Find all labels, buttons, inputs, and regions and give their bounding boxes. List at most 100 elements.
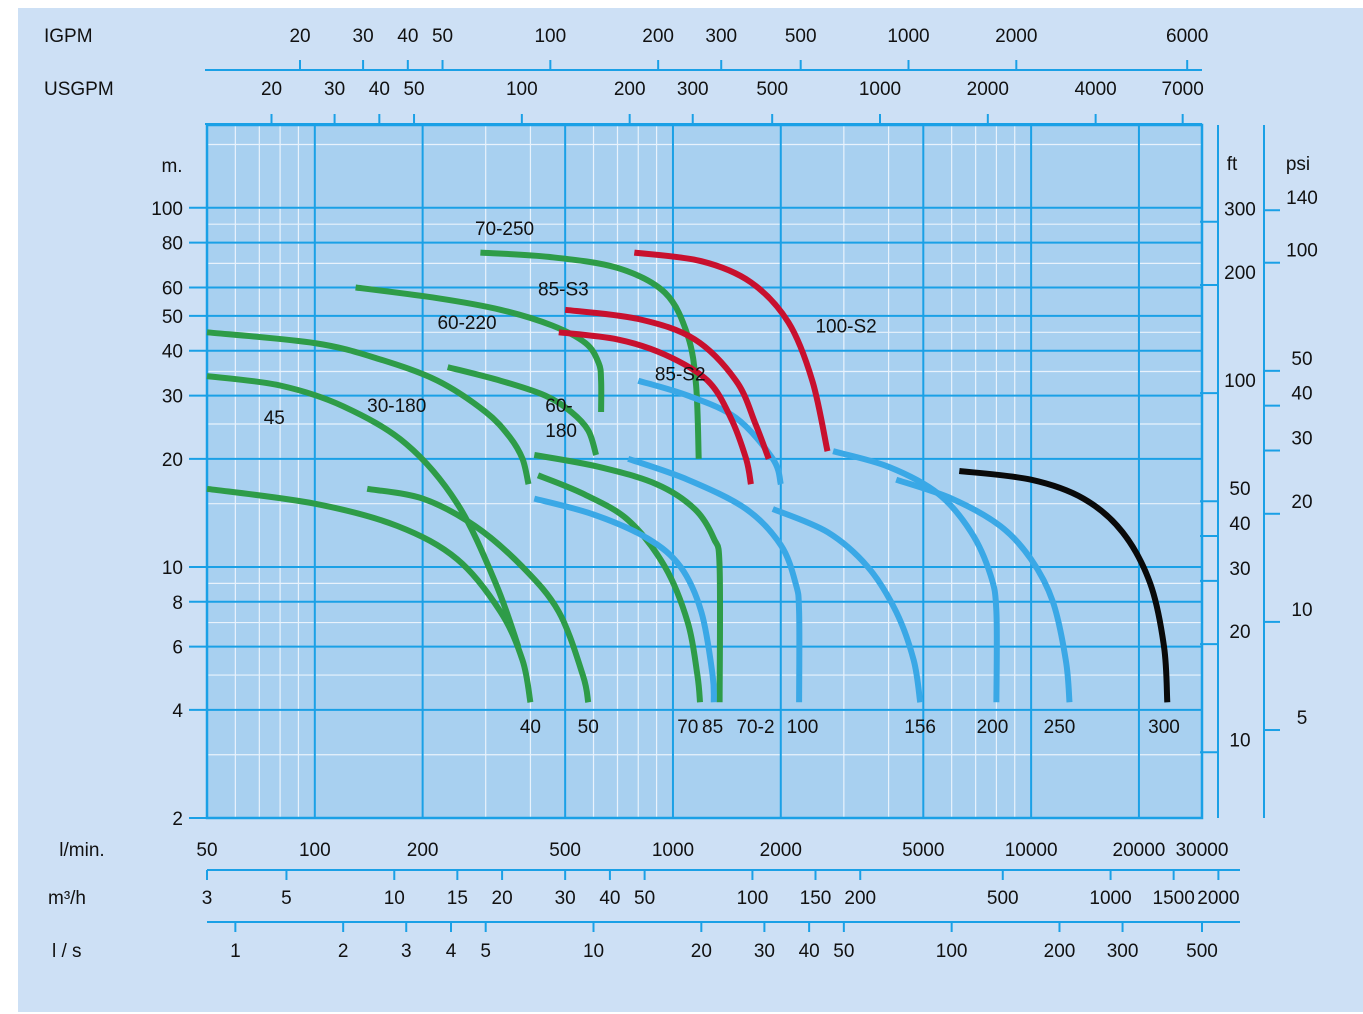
curve-85	[533, 495, 717, 703]
curve-60-220	[206, 329, 532, 485]
igpm-tick-label: 50	[432, 26, 453, 47]
curve-label: 85-S2	[655, 365, 706, 386]
igpm-tick-label: 1000	[887, 26, 929, 47]
y-tick-label: 10	[162, 558, 183, 579]
curve-label: 100-S2	[815, 316, 876, 337]
ls-tick-label: 50	[833, 941, 854, 962]
curve-end-label: 100	[787, 717, 819, 738]
curve-30-180	[366, 485, 592, 703]
curve-end-label: 50	[578, 717, 599, 738]
usgpm-unit-label: USGPM	[44, 79, 114, 100]
curve-end-label: 156	[904, 717, 936, 738]
igpm-tick-label: 6000	[1166, 26, 1208, 47]
usgpm-tick-label: 40	[369, 79, 390, 100]
psi-tick-label: 100	[1286, 241, 1318, 262]
curve-40	[206, 485, 534, 703]
y-tick-label: 50	[162, 307, 183, 328]
curve-50	[536, 472, 703, 703]
ls-tick-label: 5	[480, 941, 491, 962]
psi-tick-label: 140	[1286, 188, 1318, 209]
usgpm-tick-label: 2000	[967, 79, 1009, 100]
m3h-unit-label: m³/h	[48, 888, 86, 909]
usgpm-tick-label: 50	[403, 79, 424, 100]
psi-tick-label: 30	[1291, 429, 1312, 450]
m3h-tick-label: 10	[384, 888, 405, 909]
psi-tick-label: 40	[1291, 384, 1312, 405]
ls-tick-label: 2	[338, 941, 349, 962]
m3h-tick-label: 1500	[1153, 888, 1195, 909]
ls-tick-label: 300	[1107, 941, 1139, 962]
y-axis-unit-m: m.	[161, 156, 182, 177]
x-tick-label: 10000	[1005, 840, 1058, 861]
usgpm-tick-label: 7000	[1162, 79, 1204, 100]
m3h-tick-label: 50	[634, 888, 655, 909]
ft-tick-label: 200	[1224, 263, 1256, 284]
x-axis-unit-lmin: l/min.	[59, 840, 104, 861]
curve-label: 60-220	[437, 313, 496, 334]
curve-label: 45	[264, 408, 285, 429]
x-tick-label: 30000	[1176, 840, 1229, 861]
curve-100-s2	[633, 249, 831, 452]
ls-tick-label: 10	[583, 941, 604, 962]
curve-label: 60-	[545, 396, 572, 417]
m3h-tick-label: 1000	[1089, 888, 1131, 909]
m3h-tick-label: 200	[844, 888, 876, 909]
ft-tick-label: 50	[1229, 479, 1250, 500]
y-tick-label: 2	[172, 809, 183, 830]
x-tick-label: 1000	[652, 840, 694, 861]
plot-area	[207, 125, 1202, 818]
usgpm-tick-label: 200	[614, 79, 646, 100]
curve-label: 85-S3	[538, 279, 589, 300]
curve-85-s3	[564, 306, 772, 460]
ls-tick-label: 500	[1186, 941, 1218, 962]
psi-unit-label: psi	[1286, 154, 1310, 175]
curve-end-label: 200	[977, 717, 1009, 738]
curve-70-2	[627, 455, 803, 703]
curve-label: 70-250	[475, 219, 534, 240]
igpm-tick-label: 2000	[995, 26, 1037, 47]
ft-unit-label: ft	[1227, 154, 1238, 175]
x-tick-label: 200	[407, 840, 439, 861]
psi-tick-label: 20	[1291, 492, 1312, 513]
psi-tick-label: 10	[1291, 600, 1312, 621]
curve-end-label: 70-2	[736, 717, 774, 738]
curve-70	[533, 452, 724, 703]
m3h-tick-label: 150	[800, 888, 832, 909]
igpm-tick-label: 20	[289, 26, 310, 47]
igpm-tick-label: 100	[534, 26, 566, 47]
curve-85-s2	[558, 329, 754, 485]
y-tick-label: 20	[162, 450, 183, 471]
igpm-tick-label: 300	[705, 26, 737, 47]
m3h-tick-label: 40	[599, 888, 620, 909]
y-tick-label: 8	[172, 593, 183, 614]
curve-label: 30-180	[367, 396, 426, 417]
m3h-tick-label: 5	[281, 888, 292, 909]
curve-end-label: 250	[1044, 717, 1076, 738]
curve-60-180	[446, 364, 599, 456]
x-tick-label: 20000	[1113, 840, 1166, 861]
usgpm-tick-label: 4000	[1074, 79, 1116, 100]
usgpm-tick-label: 300	[677, 79, 709, 100]
curve-end-label: 70	[677, 717, 698, 738]
x-tick-label: 5000	[902, 840, 944, 861]
igpm-tick-label: 500	[785, 26, 817, 47]
ft-tick-label: 30	[1229, 559, 1250, 580]
usgpm-tick-label: 20	[261, 79, 282, 100]
curve-45	[206, 373, 522, 648]
curve-300	[958, 468, 1171, 703]
curve-end-label: 85	[702, 717, 723, 738]
curve-label: 180	[545, 421, 577, 442]
ft-tick-label: 10	[1229, 730, 1250, 751]
m3h-tick-label: 15	[447, 888, 468, 909]
y-tick-label: 100	[151, 199, 183, 220]
y-tick-label: 40	[162, 342, 183, 363]
m3h-tick-label: 20	[492, 888, 513, 909]
x-tick-label: 50	[196, 840, 217, 861]
ls-tick-label: 20	[691, 941, 712, 962]
usgpm-tick-label: 30	[324, 79, 345, 100]
ls-tick-label: 3	[401, 941, 412, 962]
x-tick-label: 100	[299, 840, 331, 861]
y-tick-label: 30	[162, 387, 183, 408]
y-tick-label: 80	[162, 234, 183, 255]
